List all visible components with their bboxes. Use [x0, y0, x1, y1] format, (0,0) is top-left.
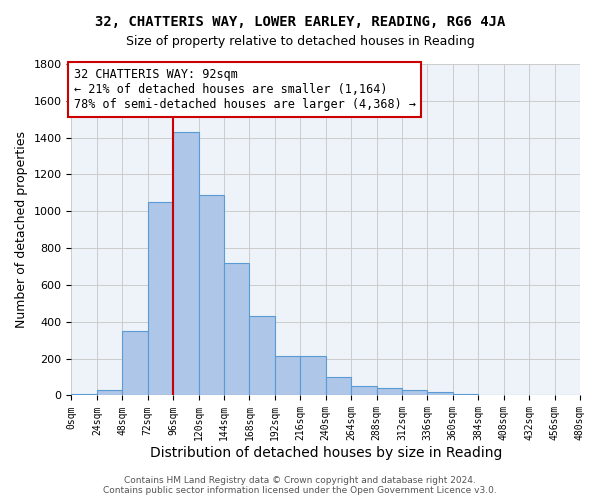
Bar: [351, 386, 377, 396]
Bar: [173, 132, 199, 396]
Text: Size of property relative to detached houses in Reading: Size of property relative to detached ho…: [125, 35, 475, 48]
Bar: [300, 356, 326, 396]
Bar: [97, 390, 122, 396]
Bar: [148, 202, 173, 396]
Bar: [453, 394, 478, 396]
Y-axis label: Number of detached properties: Number of detached properties: [15, 131, 28, 328]
Text: 32, CHATTERIS WAY, LOWER EARLEY, READING, RG6 4JA: 32, CHATTERIS WAY, LOWER EARLEY, READING…: [95, 15, 505, 29]
Bar: [224, 263, 250, 396]
Bar: [326, 377, 351, 396]
Text: 32 CHATTERIS WAY: 92sqm
← 21% of detached houses are smaller (1,164)
78% of semi: 32 CHATTERIS WAY: 92sqm ← 21% of detache…: [74, 68, 416, 110]
Bar: [427, 392, 453, 396]
X-axis label: Distribution of detached houses by size in Reading: Distribution of detached houses by size …: [149, 446, 502, 460]
Bar: [122, 331, 148, 396]
Bar: [402, 390, 427, 396]
Bar: [377, 388, 402, 396]
Bar: [275, 356, 300, 396]
Bar: [199, 194, 224, 396]
Bar: [250, 316, 275, 396]
Bar: [71, 394, 97, 396]
Text: Contains HM Land Registry data © Crown copyright and database right 2024.
Contai: Contains HM Land Registry data © Crown c…: [103, 476, 497, 495]
